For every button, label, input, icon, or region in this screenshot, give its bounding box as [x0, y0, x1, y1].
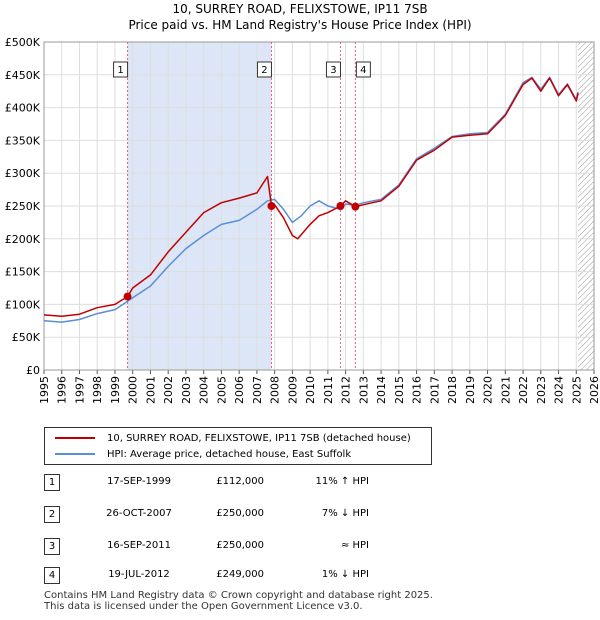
x-tick-label: 2011	[322, 376, 335, 404]
sale-price: £250,000	[216, 508, 264, 519]
y-tick-label: £50K	[12, 331, 41, 344]
plot-border	[43, 41, 595, 371]
x-tick-label: 2017	[428, 376, 441, 404]
sale-price: £250,000	[216, 540, 264, 551]
x-tick-label: 2024	[553, 376, 566, 404]
x-tick-label: 2001	[144, 376, 157, 404]
x-tick-label: 2006	[233, 376, 246, 404]
x-tick-label: 2004	[198, 376, 211, 404]
x-tick-label: 2022	[517, 376, 530, 404]
price-chart: £0 £50K £100K £150K £200K £250K £300K £350K £400…	[5, 36, 600, 404]
sale-hpi-comparison: 11% ↑ HPI	[315, 476, 369, 487]
sale-marker-badge	[256, 61, 272, 78]
x-tick-label: 2000	[127, 376, 140, 404]
x-tick-label: 2002	[162, 376, 175, 404]
y-tick-label: £100K	[5, 298, 41, 311]
sale-row: 3 16-SEP-2011 £250,000 ≈ HPI	[44, 538, 444, 556]
sale-price: £249,000	[216, 569, 264, 580]
sale-marker-badge	[355, 61, 371, 78]
sale-point	[267, 202, 276, 210]
x-tick-label: 2020	[482, 376, 495, 404]
x-tick-label: 2018	[446, 376, 459, 404]
footer-licence: This data is licensed under the Open Gov…	[44, 601, 363, 612]
legend-swatch-property	[55, 437, 95, 439]
legend: 10, SURREY ROAD, FELIXSTOWE, IP11 7SB (d…	[44, 427, 432, 465]
x-tick-label: 2005	[215, 376, 228, 404]
legend-label-hpi: HPI: Average price, detached house, East…	[107, 448, 352, 460]
sale-marker-badge	[325, 61, 341, 78]
series-line-property	[43, 77, 579, 317]
footer-copyright: Contains HM Land Registry data © Crown c…	[44, 590, 433, 601]
x-tick-label: 2003	[180, 376, 193, 404]
y-tick-label: £300K	[5, 167, 41, 180]
chart-subtitle: Price paid vs. HM Land Registry's House …	[128, 18, 472, 32]
x-tick-label: 2019	[464, 376, 477, 404]
sale-row: 4 19-JUL-2012 £249,000 1% ↓ HPI	[44, 567, 444, 585]
y-tick-label: £200K	[5, 233, 41, 246]
sale-hpi-comparison: 7% ↓ HPI	[321, 508, 369, 519]
y-tick-label: £400K	[5, 102, 41, 115]
legend-label-property: 10, SURREY ROAD, FELIXSTOWE, IP11 7SB (d…	[107, 432, 411, 444]
x-tick-label: 2014	[375, 376, 388, 404]
x-tick-label: 2007	[251, 376, 264, 404]
sale-marker-label: 2	[261, 65, 267, 76]
x-tick-label: 1995	[38, 376, 51, 404]
sale-date: 16-SEP-2011	[107, 540, 171, 551]
sale-number-badge: 4	[44, 567, 60, 584]
sale-number-badge: 1	[44, 474, 60, 491]
x-tick-label: 2010	[304, 376, 317, 404]
y-tick-label: £250K	[5, 200, 41, 213]
sale-price: £112,000	[216, 476, 264, 487]
y-tick-label: £150K	[5, 266, 41, 279]
sale-marker-label: 3	[330, 65, 336, 76]
legend-item-property: 10, SURREY ROAD, FELIXSTOWE, IP11 7SB (d…	[55, 430, 411, 446]
sale-point	[123, 292, 132, 301]
sale-number-badge: 2	[44, 506, 60, 523]
x-tick-label: 2015	[393, 376, 406, 404]
legend-item-hpi: HPI: Average price, detached house, East…	[55, 446, 351, 462]
x-tick-label: 2021	[499, 376, 512, 404]
sale-date: 26-OCT-2007	[106, 508, 172, 519]
x-tick-label: 2008	[269, 376, 282, 404]
x-tick-label: 2023	[535, 376, 548, 404]
legend-swatch-hpi	[55, 453, 95, 455]
x-tick-label: 2016	[411, 376, 424, 404]
sale-marker-badge	[113, 61, 129, 78]
x-tick-label: 1999	[109, 376, 122, 404]
x-tick-label: 2025	[570, 376, 583, 404]
sale-hpi-comparison: ≈ HPI	[340, 540, 369, 551]
sale-date: 19-JUL-2012	[108, 569, 170, 580]
sale-row: 2 26-OCT-2007 £250,000 7% ↓ HPI	[44, 506, 444, 524]
sale-date: 17-SEP-1999	[107, 476, 171, 487]
chart-title: 10, SURREY ROAD, FELIXSTOWE, IP11 7SB	[172, 2, 428, 16]
sale-hpi-comparison: 1% ↓ HPI	[321, 569, 369, 580]
y-tick-label: £500K	[5, 36, 41, 49]
x-tick-label: 2026	[588, 376, 600, 404]
series-line-hpi	[43, 76, 579, 323]
x-tick-label: 1997	[73, 376, 86, 404]
x-tick-label: 2009	[286, 376, 299, 404]
sale-marker-label: 4	[360, 65, 366, 76]
x-tick-label: 1996	[56, 376, 69, 404]
x-tick-label: 1998	[91, 376, 104, 404]
x-tick-label: 2012	[340, 376, 353, 404]
y-tick-label: £450K	[5, 69, 41, 82]
sale-marker-label: 1	[117, 65, 123, 76]
sale-number-badge: 3	[44, 538, 60, 555]
sale-row: 1 17-SEP-1999 £112,000 11% ↑ HPI	[44, 474, 444, 492]
sale-point	[336, 202, 345, 210]
y-tick-label: £350K	[5, 134, 41, 147]
y-tick-label: £0	[26, 364, 40, 377]
sale-point	[351, 202, 360, 211]
x-tick-label: 2013	[357, 376, 370, 404]
